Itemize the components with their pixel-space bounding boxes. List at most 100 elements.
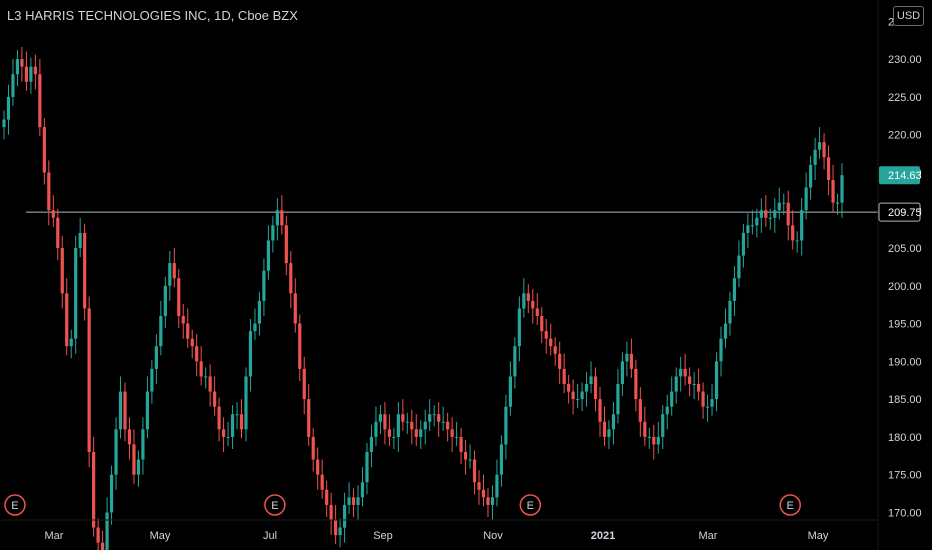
candle-body bbox=[298, 323, 302, 369]
candle bbox=[607, 420, 611, 449]
candle-body bbox=[567, 384, 571, 392]
candle bbox=[342, 492, 347, 543]
x-tick-label: 2021 bbox=[591, 530, 615, 542]
candle-body bbox=[136, 459, 141, 475]
chart-title: L3 HARRIS TECHNOLOGIES INC, 1D, Cboe BZX bbox=[7, 8, 298, 23]
candle bbox=[325, 480, 329, 517]
candle-body bbox=[275, 210, 279, 226]
candle bbox=[746, 213, 750, 248]
candle-body bbox=[177, 278, 181, 316]
last-price-tag bbox=[879, 166, 920, 185]
candle-body bbox=[679, 368, 683, 377]
candle bbox=[773, 198, 777, 233]
candle-body bbox=[620, 361, 625, 384]
candle-body bbox=[643, 421, 647, 437]
candle bbox=[47, 160, 51, 226]
candle bbox=[446, 412, 450, 442]
candle bbox=[602, 406, 607, 446]
candle bbox=[123, 382, 127, 442]
candle bbox=[750, 210, 754, 235]
candle bbox=[356, 485, 360, 520]
candle bbox=[186, 308, 190, 348]
candle bbox=[558, 341, 562, 384]
candle-body bbox=[316, 459, 320, 475]
candle-body bbox=[840, 175, 844, 203]
earnings-marker-label: E bbox=[11, 500, 18, 512]
candle bbox=[437, 402, 441, 437]
candle bbox=[141, 417, 145, 475]
candle bbox=[51, 195, 55, 227]
candle bbox=[499, 435, 504, 487]
candle bbox=[638, 387, 642, 437]
candle bbox=[302, 356, 306, 415]
candle bbox=[611, 402, 616, 445]
candle bbox=[392, 427, 396, 449]
candle-body bbox=[190, 338, 194, 347]
candle-body bbox=[710, 399, 714, 407]
candle-body bbox=[571, 391, 575, 400]
candle-body bbox=[732, 278, 737, 301]
candle bbox=[679, 356, 683, 392]
candle-body bbox=[163, 285, 167, 316]
candle bbox=[405, 412, 409, 434]
candle-body bbox=[15, 59, 20, 75]
candle-body bbox=[764, 210, 768, 218]
candle bbox=[383, 402, 387, 445]
candle-body bbox=[705, 406, 710, 408]
x-tick-label: Nov bbox=[483, 530, 503, 542]
candle bbox=[549, 323, 553, 356]
candle-body bbox=[145, 391, 150, 430]
price-tags: 214.63 209.75 bbox=[878, 166, 922, 222]
candle bbox=[822, 133, 826, 170]
candle bbox=[661, 405, 665, 449]
candle-body bbox=[504, 406, 508, 445]
candle-body bbox=[746, 225, 750, 233]
y-tick-label: 185.00 bbox=[888, 394, 922, 406]
candle bbox=[817, 127, 822, 159]
y-tick-label: 220.00 bbox=[888, 130, 922, 142]
earnings-marker bbox=[264, 494, 286, 516]
candle bbox=[737, 240, 741, 288]
candle-body bbox=[47, 172, 51, 211]
candle-body bbox=[544, 331, 548, 339]
candle bbox=[714, 352, 719, 412]
y-tick-label: 190.00 bbox=[888, 356, 922, 368]
x-tick-label: Mar bbox=[699, 530, 718, 542]
candle-body bbox=[289, 263, 293, 294]
candle bbox=[298, 314, 302, 381]
candle bbox=[813, 137, 817, 180]
candle-body bbox=[589, 376, 593, 384]
candle-body bbox=[562, 368, 566, 384]
candle bbox=[168, 251, 172, 301]
candle bbox=[804, 172, 808, 220]
candle bbox=[56, 208, 60, 261]
candle bbox=[481, 474, 486, 507]
candle bbox=[535, 293, 539, 326]
candle bbox=[441, 406, 445, 431]
candle bbox=[275, 198, 279, 241]
candle bbox=[78, 217, 82, 258]
candle bbox=[410, 409, 414, 445]
candle bbox=[190, 329, 194, 359]
candle bbox=[320, 459, 324, 499]
candle bbox=[334, 504, 338, 545]
candle-body bbox=[423, 421, 427, 430]
candle bbox=[396, 402, 400, 452]
currency-button[interactable]: USD bbox=[893, 6, 924, 26]
candle bbox=[620, 352, 625, 397]
candle bbox=[782, 193, 786, 215]
candle-body bbox=[714, 361, 719, 400]
candle bbox=[540, 306, 544, 344]
candle-body bbox=[437, 414, 441, 422]
candle-body bbox=[696, 384, 701, 392]
candle bbox=[625, 341, 629, 377]
candle-body bbox=[826, 157, 831, 180]
candle-body bbox=[284, 225, 288, 264]
candle bbox=[419, 420, 423, 449]
candle bbox=[504, 394, 508, 460]
earnings-marker bbox=[519, 494, 542, 516]
candle-body bbox=[74, 248, 78, 339]
candle bbox=[508, 361, 512, 416]
candle bbox=[553, 337, 557, 366]
candle bbox=[387, 414, 391, 446]
